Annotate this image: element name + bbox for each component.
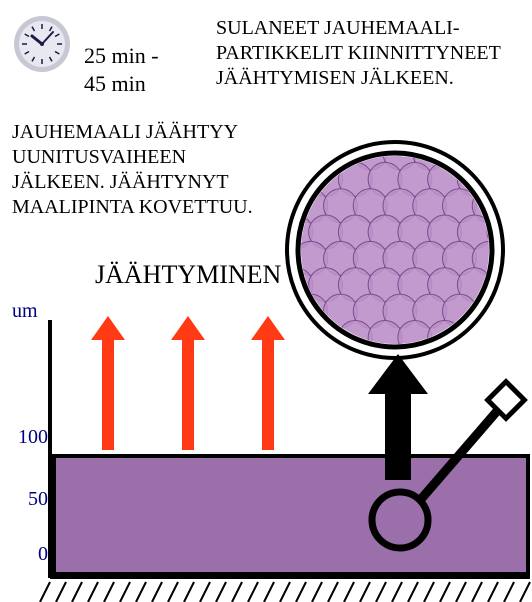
- caption-tr-line2: PARTIKKELIT KIINNITTYNEET: [216, 41, 501, 66]
- caption-tr-line3: JÄÄHTYMISEN JÄLKEEN.: [216, 66, 501, 91]
- caption-ml-line2: UUNITUSVAIHEEN: [12, 145, 253, 170]
- axis-unit-label: um: [12, 300, 38, 323]
- axis-tick-1: 50: [10, 488, 48, 511]
- time-label-line1: 25 min -: [84, 42, 159, 70]
- caption-mid-left: JAUHEMAALI JÄÄHTYY UUNITUSVAIHEEN JÄLKEE…: [12, 120, 253, 220]
- axis-tick-0: 100: [10, 426, 48, 449]
- caption-ml-line1: JAUHEMAALI JÄÄHTYY: [12, 120, 253, 145]
- caption-top-right: SULANEET JAUHEMAALI- PARTIKKELIT KIINNIT…: [216, 16, 501, 91]
- time-label: 25 min - 45 min: [84, 42, 159, 97]
- time-label-line2: 45 min: [84, 70, 159, 98]
- caption-tr-line1: SULANEET JAUHEMAALI-: [216, 16, 501, 41]
- caption-ml-line3: JÄLKEEN. JÄÄHTYNYT: [12, 170, 253, 195]
- axis-tick-2: 0: [10, 543, 48, 566]
- heading: JÄÄHTYMINEN: [95, 260, 281, 290]
- caption-ml-line4: MAALIPINTA KOVETTUU.: [12, 195, 253, 220]
